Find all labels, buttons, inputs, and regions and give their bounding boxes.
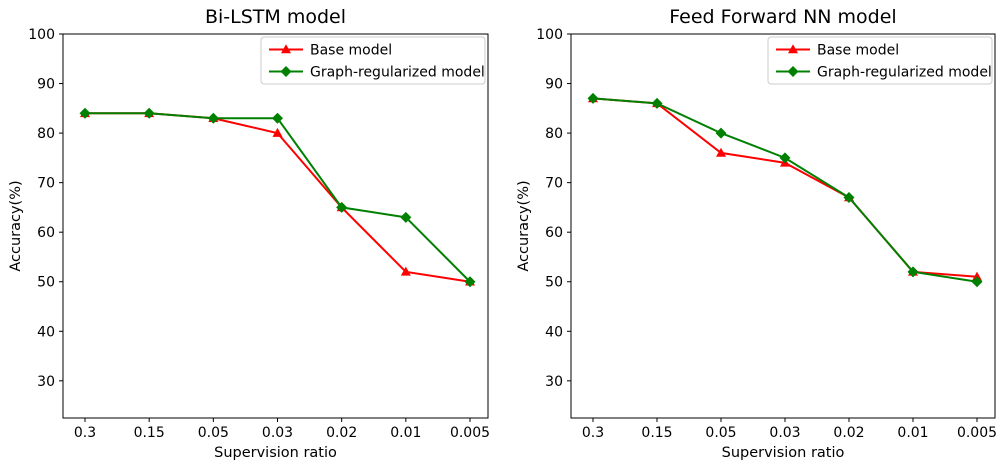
data-point-marker bbox=[400, 211, 412, 223]
data-point-marker bbox=[587, 92, 599, 104]
legend-sample-marker bbox=[788, 44, 798, 54]
legend-item-label: Base model bbox=[310, 43, 392, 59]
y-tick-label: 30 bbox=[37, 374, 55, 390]
x-tick-label: 0.05 bbox=[198, 425, 229, 441]
series-line bbox=[592, 97, 978, 283]
series-graph-regularized-model bbox=[587, 92, 983, 288]
legend-sample-marker bbox=[281, 44, 291, 54]
y-tick-label: 60 bbox=[545, 225, 563, 241]
y-tick-label: 100 bbox=[536, 27, 563, 43]
data-point-marker bbox=[779, 152, 791, 164]
x-tick-label: 0.03 bbox=[262, 425, 293, 441]
x-tick-label: 0.02 bbox=[833, 425, 864, 441]
x-tick-label: 0.01 bbox=[897, 425, 928, 441]
y-axis-label: Accuracy(%) bbox=[516, 180, 532, 271]
y-tick-label: 90 bbox=[37, 77, 55, 93]
x-tick-label: 0.02 bbox=[326, 425, 357, 441]
y-tick-label: 40 bbox=[37, 324, 55, 340]
x-axis-label: Supervision ratio bbox=[722, 445, 845, 461]
legend-item-label: Base model bbox=[817, 43, 899, 59]
plot-frame bbox=[570, 33, 996, 419]
x-tick-label: 0.3 bbox=[582, 425, 604, 441]
y-axis-label: Accuracy(%) bbox=[8, 180, 24, 271]
chart-title: Feed Forward NN model bbox=[669, 6, 896, 28]
series-line bbox=[85, 112, 471, 283]
data-point-marker bbox=[716, 147, 726, 157]
legend-sample-marker bbox=[787, 66, 799, 77]
data-point-marker bbox=[651, 97, 663, 109]
legend: Base model Graph-regularized model bbox=[767, 36, 993, 85]
data-point-marker bbox=[143, 107, 155, 119]
data-point-marker bbox=[843, 192, 855, 204]
data-point-marker bbox=[207, 112, 219, 124]
series-graph-regularized-model bbox=[79, 107, 476, 288]
data-point-marker bbox=[400, 266, 411, 276]
legend: Base model Graph-regularized model bbox=[260, 36, 486, 85]
x-tick-label: 0.005 bbox=[450, 425, 490, 441]
series-base-model bbox=[588, 93, 982, 281]
legend-item-label: Graph-regularized model bbox=[310, 65, 485, 81]
chart-panel-ffnn: Feed Forward NN model 30 40 50 60 70 80 90 100 0.… bbox=[516, 6, 997, 461]
y-tick-label: 60 bbox=[37, 225, 55, 241]
chart-panel-bilstm: Bi-LSTM model 30 40 50 60 70 80 90 100 0.3 0.15 0.0… bbox=[8, 6, 490, 461]
plot-frame bbox=[62, 33, 489, 419]
x-tick-label: 0.3 bbox=[74, 425, 96, 441]
data-point-marker bbox=[336, 201, 348, 213]
y-tick-label: 50 bbox=[37, 275, 55, 291]
y-tick-label: 80 bbox=[37, 126, 55, 142]
y-tick-label: 100 bbox=[28, 27, 55, 43]
y-tick-label: 40 bbox=[545, 324, 563, 340]
data-point-marker bbox=[715, 127, 727, 139]
data-point-marker bbox=[907, 266, 919, 278]
data-point-marker bbox=[272, 112, 283, 124]
y-tick-label: 90 bbox=[545, 77, 563, 93]
x-tick-label: 0.01 bbox=[390, 425, 421, 441]
series-line bbox=[592, 97, 978, 278]
data-point-marker bbox=[79, 107, 91, 119]
chart-title: Bi-LSTM model bbox=[205, 6, 346, 28]
x-tick-label: 0.005 bbox=[957, 425, 997, 441]
legend-box bbox=[260, 36, 486, 85]
x-tick-label: 0.15 bbox=[641, 425, 672, 441]
x-tick-label: 0.03 bbox=[769, 425, 800, 441]
y-tick-label: 80 bbox=[545, 126, 563, 142]
x-tick-label: 0.15 bbox=[134, 425, 165, 441]
legend-sample-marker bbox=[280, 66, 292, 77]
series-base-model bbox=[80, 108, 475, 286]
y-tick-label: 70 bbox=[37, 176, 55, 192]
x-tick-label: 0.05 bbox=[705, 425, 736, 441]
data-point-marker bbox=[972, 271, 982, 281]
y-tick-label: 30 bbox=[545, 374, 563, 390]
y-tick-label: 70 bbox=[545, 176, 563, 192]
data-point-marker bbox=[971, 276, 983, 288]
x-axis-label: Supervision ratio bbox=[214, 445, 337, 461]
data-point-marker bbox=[272, 127, 283, 137]
y-tick-label: 50 bbox=[545, 275, 563, 291]
series-line bbox=[85, 112, 471, 283]
data-point-marker bbox=[464, 276, 476, 288]
legend-box bbox=[767, 36, 993, 85]
legend-item-label: Graph-regularized model bbox=[817, 65, 992, 81]
